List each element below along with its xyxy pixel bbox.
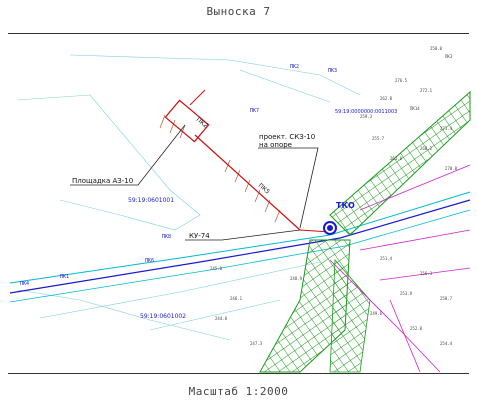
svg-text:ПК7: ПК7 <box>250 108 259 114</box>
svg-text:251.4: 251.4 <box>380 256 393 261</box>
tko-node <box>323 221 337 235</box>
svg-text:271.4: 271.4 <box>440 126 453 131</box>
svg-text:ПК2: ПК2 <box>290 64 299 70</box>
label-cadastral-2: 59:19:0601001 <box>128 197 174 204</box>
svg-text:ПК14: ПК14 <box>410 106 420 111</box>
top-frame-line <box>8 33 469 34</box>
label-site: Площадка АЗ-10 <box>72 177 133 185</box>
scale-caption: Масштаб 1:2000 <box>188 385 289 398</box>
small-labels: ПК3 ПК7 ПК2 ПК8 ПК4 ПК1 ПК6 <box>20 64 337 287</box>
label-tko: ТКО <box>336 201 355 210</box>
cadastral-boundaries <box>17 54 361 341</box>
svg-text:ПК1: ПК1 <box>60 274 69 280</box>
label-planned: проект. СКЗ-10 <box>259 133 315 141</box>
svg-text:258.0: 258.0 <box>430 46 443 51</box>
svg-text:ПК8: ПК8 <box>162 234 171 240</box>
svg-text:249.6: 249.6 <box>370 311 383 316</box>
magenta-lines <box>329 164 471 373</box>
leader-lines <box>70 124 319 241</box>
svg-text:244.8: 244.8 <box>215 316 228 321</box>
svg-text:259.3: 259.3 <box>360 114 373 119</box>
pipeline-corridor <box>259 90 471 373</box>
svg-text:248.9: 248.9 <box>290 276 303 281</box>
label-cadastral-3: 59:19:0601002 <box>140 313 186 320</box>
svg-text:261.0: 261.0 <box>390 156 403 161</box>
bottom-frame-line <box>8 373 469 374</box>
svg-text:256.3: 256.3 <box>420 271 433 276</box>
svg-text:262.8: 262.8 <box>380 96 393 101</box>
svg-text:253.9: 253.9 <box>400 291 413 296</box>
svg-text:254.4: 254.4 <box>440 341 453 346</box>
svg-text:270.8: 270.8 <box>445 166 458 171</box>
svg-text:252.0: 252.0 <box>410 326 423 331</box>
site-pad <box>164 89 331 233</box>
svg-text:255.7: 255.7 <box>372 136 385 141</box>
svg-text:276.5: 276.5 <box>395 78 408 83</box>
svg-text:ПК6: ПК6 <box>145 258 154 264</box>
svg-text:247.3: 247.3 <box>250 341 263 346</box>
svg-text:245.0: 245.0 <box>210 266 223 271</box>
svg-text:ПК3: ПК3 <box>445 54 453 59</box>
label-cadastral-1: 59:19:0000000:0011003 <box>335 109 397 115</box>
label-ku: КУ-74 <box>189 232 210 240</box>
svg-text:272.1: 272.1 <box>420 88 433 93</box>
svg-text:268.2: 268.2 <box>420 146 433 151</box>
label-planned-2: на опоре <box>259 141 292 149</box>
svg-text:ПК4: ПК4 <box>20 281 29 287</box>
page-title: Выноска 7 <box>206 5 271 18</box>
svg-text:ПК3: ПК3 <box>328 68 337 74</box>
svg-text:246.1: 246.1 <box>230 296 243 301</box>
roads <box>9 191 471 331</box>
svg-text:258.7: 258.7 <box>440 296 453 301</box>
